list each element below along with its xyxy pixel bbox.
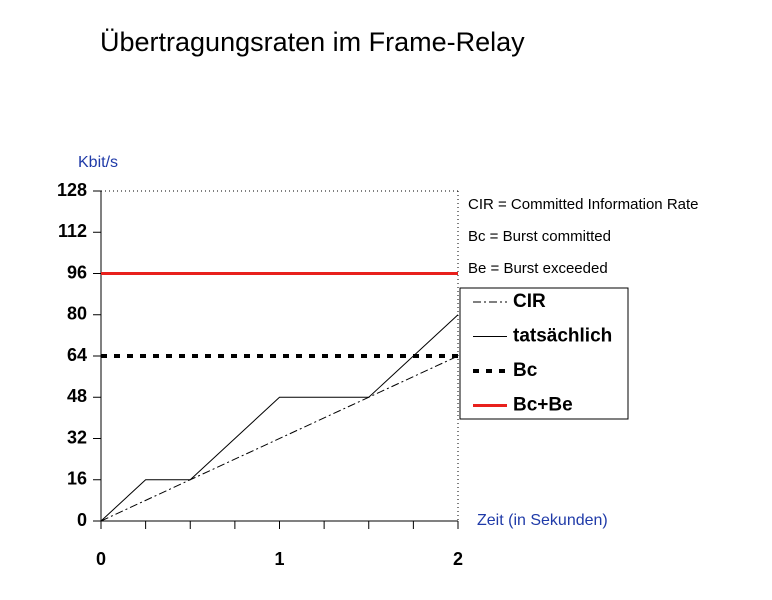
- y-tick-label: 80: [67, 304, 87, 324]
- y-tick-label: 16: [67, 469, 87, 489]
- y-tick-label: 64: [67, 345, 87, 365]
- y-axis-label: Kbit/s: [78, 154, 118, 171]
- chart-title: Übertragungsraten im Frame-Relay: [100, 27, 525, 57]
- legend-label: tatsächlich: [513, 326, 612, 347]
- x-tick-label: 1: [274, 549, 284, 569]
- y-tick-label: 32: [67, 427, 87, 447]
- y-tick-label: 48: [67, 386, 87, 406]
- x-tick-label: 2: [453, 549, 463, 569]
- y-tick-label: 96: [67, 262, 87, 282]
- y-tick-label: 128: [57, 180, 87, 200]
- series-line: [100, 355, 459, 522]
- legend-label: Bc+Be: [513, 395, 573, 416]
- annotation: CIR = Committed Information Rate: [468, 196, 699, 213]
- legend: [459, 287, 629, 420]
- annotation: Bc = Burst committed: [468, 228, 611, 245]
- legend-label: Bc: [513, 360, 538, 381]
- x-tick-label: 0: [96, 549, 106, 569]
- x-axis-label: Zeit (in Sekunden): [477, 512, 608, 529]
- series-line: [100, 314, 459, 522]
- y-tick-label: 0: [77, 510, 87, 530]
- y-tick-label: 112: [58, 221, 87, 241]
- annotation: Be = Burst exceeded: [468, 260, 608, 277]
- legend-label: CIR: [513, 291, 546, 312]
